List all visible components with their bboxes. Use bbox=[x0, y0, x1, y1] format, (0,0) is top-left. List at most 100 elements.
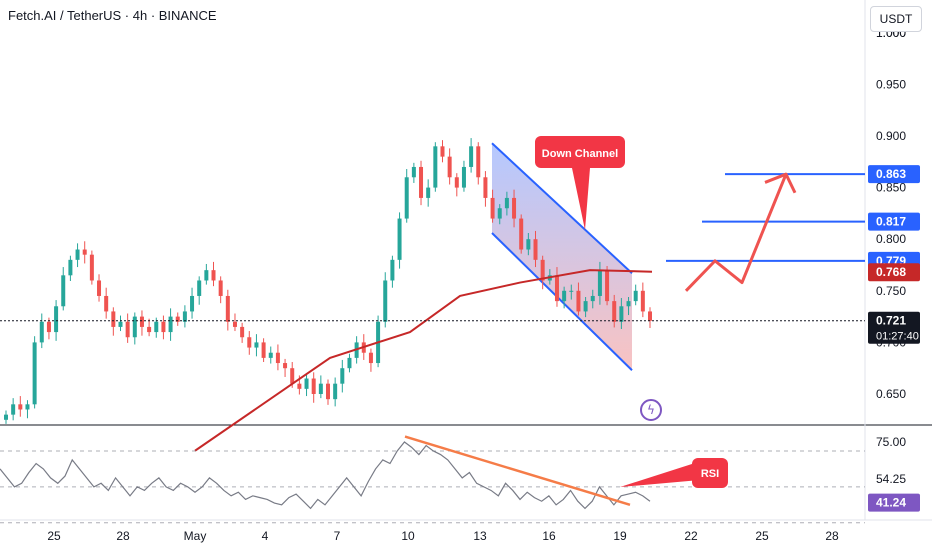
candle bbox=[383, 272, 388, 328]
ma-line bbox=[194, 269, 653, 452]
candle-body bbox=[25, 404, 30, 410]
moving-average bbox=[194, 269, 653, 452]
candle bbox=[275, 344, 280, 371]
candle bbox=[619, 298, 624, 329]
candle-body bbox=[247, 337, 252, 348]
candle-body bbox=[562, 290, 567, 302]
lightning-icon[interactable]: ϟ bbox=[640, 399, 662, 421]
candle bbox=[605, 266, 610, 306]
candle-body bbox=[640, 290, 645, 312]
candle bbox=[504, 191, 509, 216]
candle-body bbox=[190, 295, 195, 312]
candle bbox=[168, 308, 173, 341]
candle-body bbox=[426, 187, 431, 198]
projection-arrowhead bbox=[764, 172, 787, 184]
candle bbox=[261, 338, 266, 363]
candle bbox=[497, 204, 502, 225]
x-tick-label: 28 bbox=[116, 529, 130, 543]
candle bbox=[490, 189, 495, 223]
candle-body bbox=[626, 301, 631, 307]
time-axis: 25 28 May 4 7 10 13 16 19 22 25 28 bbox=[47, 529, 839, 543]
candle-body bbox=[275, 352, 280, 364]
callout-label: Down Channel bbox=[542, 148, 618, 160]
x-tick-label: 7 bbox=[334, 529, 341, 543]
countdown-label: 01:27:40 bbox=[876, 331, 919, 343]
candle-body bbox=[540, 259, 545, 281]
candle bbox=[125, 313, 130, 343]
candle bbox=[454, 173, 459, 197]
candle-body bbox=[605, 270, 610, 302]
price-tag-level: 0.863 bbox=[868, 165, 920, 184]
candle bbox=[25, 400, 30, 419]
candle bbox=[283, 358, 288, 377]
candle-body bbox=[225, 295, 230, 322]
candle bbox=[533, 230, 538, 268]
candle bbox=[89, 250, 94, 285]
candle bbox=[368, 348, 373, 372]
candle-body bbox=[268, 352, 273, 358]
candle bbox=[132, 312, 137, 345]
candle bbox=[204, 263, 209, 285]
candle bbox=[197, 276, 202, 305]
candle bbox=[340, 359, 345, 393]
candle-body bbox=[648, 311, 652, 321]
rsi-trendline bbox=[404, 435, 631, 507]
candle-body bbox=[318, 383, 323, 394]
x-tick-label: 25 bbox=[755, 529, 769, 543]
candle-body bbox=[39, 321, 44, 343]
candle-body bbox=[261, 342, 266, 358]
candle-body bbox=[97, 280, 102, 296]
candle-body bbox=[461, 166, 466, 188]
candle-body bbox=[4, 414, 8, 420]
candle-body bbox=[533, 239, 538, 260]
candle-body bbox=[583, 301, 588, 312]
rsi-callout-label: RSI bbox=[701, 468, 719, 480]
rsi-tick-label: 54.25 bbox=[876, 472, 906, 486]
currency-button[interactable]: USDT bbox=[870, 6, 922, 32]
rsi-callout-box bbox=[692, 458, 728, 488]
y-tick-label: 0.950 bbox=[876, 77, 906, 91]
candle-body bbox=[254, 342, 259, 348]
candle bbox=[476, 142, 481, 185]
candle-body bbox=[175, 316, 180, 322]
candle-body bbox=[132, 316, 137, 338]
candle bbox=[247, 331, 252, 355]
candle-body bbox=[211, 270, 216, 281]
candle bbox=[447, 148, 452, 185]
x-tick-label: 4 bbox=[262, 529, 269, 543]
candle bbox=[326, 379, 330, 405]
candle-body bbox=[512, 197, 517, 219]
candle-body bbox=[576, 290, 581, 312]
candle bbox=[254, 334, 259, 357]
price-tag-current: 0.721 01:27:40 bbox=[868, 311, 920, 344]
candle bbox=[182, 305, 187, 328]
candle-body bbox=[218, 280, 223, 296]
candle-body bbox=[526, 239, 531, 250]
candle bbox=[61, 267, 66, 311]
candle-body bbox=[433, 146, 438, 188]
candle-body bbox=[204, 270, 209, 281]
candle-body bbox=[111, 311, 116, 327]
candle-body bbox=[283, 363, 288, 369]
candle-body bbox=[82, 249, 87, 255]
candle-body bbox=[447, 156, 452, 178]
candle-body bbox=[368, 352, 373, 364]
candle bbox=[139, 310, 144, 336]
candle-body bbox=[11, 404, 16, 415]
candle-body bbox=[197, 280, 202, 296]
candle-body bbox=[232, 321, 237, 327]
candle-body bbox=[304, 378, 309, 389]
rsi-line bbox=[0, 441, 651, 510]
candle bbox=[419, 160, 424, 206]
candle-body bbox=[483, 177, 488, 198]
candle-body bbox=[340, 368, 345, 384]
candle bbox=[218, 276, 223, 304]
candle bbox=[118, 315, 123, 332]
symbol-title[interactable]: Fetch.AI / TetherUS · 4h · BINANCE bbox=[8, 8, 217, 23]
candle bbox=[526, 233, 531, 256]
candle bbox=[39, 313, 44, 349]
candle bbox=[32, 336, 37, 409]
candle-body bbox=[612, 301, 617, 322]
channel-lower-line bbox=[491, 232, 633, 371]
